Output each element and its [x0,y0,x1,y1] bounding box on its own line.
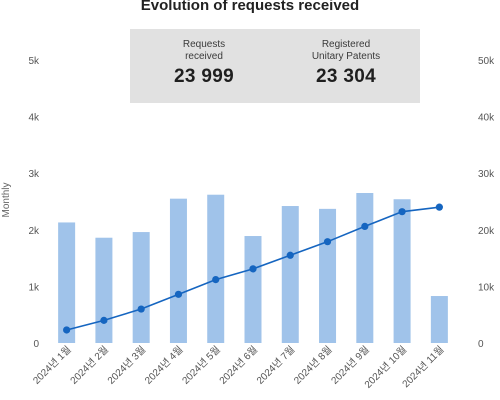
x-tick-label: 2024년 5월 [180,344,223,387]
x-tick-label: 2024년 7월 [254,344,297,387]
x-tick-label: 2024년 2월 [68,344,111,387]
bar [244,236,262,343]
x-tick-label: 2024년 6월 [217,344,260,387]
y-right-tick-label: 10k [478,282,495,293]
bar [393,199,411,343]
bar [95,237,113,343]
kpi-value-requests: 23 999 [174,66,234,87]
y-right-tick-label: 50k [478,56,495,67]
y-left-tick-label: 0 [33,339,39,350]
kpi-label-requests: Requests received [182,39,226,62]
line-point [361,222,369,231]
line-point [212,276,220,284]
kpi-value-patents: 23 304 [316,66,376,87]
line-point [137,305,145,313]
bar [281,206,299,343]
bar [430,296,448,343]
y-left-tick-label: 5k [28,56,40,67]
y-left-tick-label: 1k [28,282,40,293]
line-point [174,290,183,298]
y-right-tick-label: 20k [478,226,495,237]
line-point [398,208,406,216]
line-point [435,203,443,211]
bar-series [58,193,448,343]
kpi-label-patents: Registered Unitary Patents [311,39,381,62]
kpi-card-requests: Requests received 23 999 [130,29,278,103]
x-tick-label: 2024년 1월 [31,344,74,387]
bar [132,232,150,343]
line-point [100,316,108,324]
bar [169,198,187,343]
y-axis-left: 0 1k 2k 3k 4k 5k [28,56,40,350]
bar [319,208,337,343]
line-point [63,326,71,334]
bar [58,222,76,343]
y-left-tick-label: 4k [28,113,40,124]
y-right-tick-label: 30k [478,169,495,180]
line-point [249,265,257,273]
line-point [286,251,294,259]
line-series [63,203,443,334]
bar [207,194,225,343]
y-left-tick-label: 3k [28,169,40,180]
chart-title: Evolution of requests received [140,0,360,14]
y-right-tick-label: 40k [478,113,495,124]
kpi-card-patents: Registered Unitary Patents 23 304 [272,29,420,103]
x-tick-label: 2024년 4월 [142,344,185,387]
line-point [323,238,332,246]
x-tick-label: 2024년 3월 [105,344,148,387]
y-axis-right: 0 10k 20k 30k 40k 50k [478,56,495,350]
x-tick-label: 2024년 8월 [292,344,335,387]
bar [356,193,374,343]
y-right-tick-label: 0 [478,339,484,350]
y-axis-label: Monthly [1,182,12,217]
y-left-tick-label: 2k [28,226,40,237]
